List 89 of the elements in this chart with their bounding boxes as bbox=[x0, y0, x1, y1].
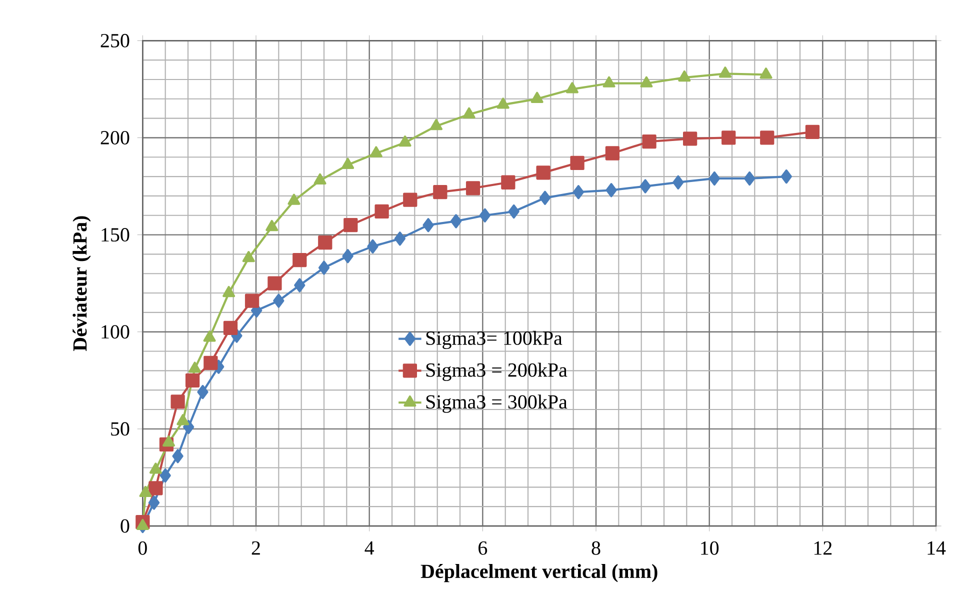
point bbox=[170, 394, 185, 409]
point bbox=[266, 220, 278, 232]
x-tick-label: 14 bbox=[928, 541, 946, 555]
x-tick-label: 8 bbox=[592, 541, 600, 555]
point bbox=[370, 146, 382, 158]
point bbox=[242, 251, 255, 262]
point bbox=[188, 362, 202, 373]
point bbox=[318, 260, 330, 275]
point bbox=[722, 130, 736, 145]
legend-label: Sigma3 = 200kPa bbox=[426, 362, 568, 381]
point bbox=[678, 70, 691, 82]
point bbox=[605, 146, 620, 160]
point bbox=[805, 124, 820, 139]
x-tick-label: 10 bbox=[701, 541, 719, 555]
point bbox=[318, 235, 332, 250]
point bbox=[780, 169, 792, 184]
point bbox=[148, 481, 163, 496]
point bbox=[642, 134, 656, 149]
legend-label: Sigma3 = 300kPa bbox=[426, 394, 568, 413]
point bbox=[314, 173, 326, 184]
point bbox=[292, 252, 307, 268]
point bbox=[640, 76, 653, 88]
point bbox=[672, 175, 684, 190]
x-tick-label: 0 bbox=[138, 541, 147, 555]
point bbox=[148, 496, 160, 510]
legend-label: Sigma3= 100kPa bbox=[426, 330, 562, 350]
y-tick-label: 100 bbox=[102, 325, 130, 339]
y-tick-label: 50 bbox=[111, 422, 130, 436]
point bbox=[496, 98, 510, 109]
point bbox=[572, 185, 584, 200]
point bbox=[197, 384, 208, 400]
point bbox=[508, 204, 520, 219]
y-tick-label: 250 bbox=[100, 34, 130, 48]
point bbox=[204, 356, 218, 370]
point bbox=[602, 76, 616, 88]
point bbox=[640, 179, 651, 194]
point bbox=[708, 171, 720, 186]
point bbox=[185, 373, 200, 388]
point bbox=[268, 276, 282, 290]
point bbox=[466, 181, 480, 196]
point bbox=[683, 132, 698, 146]
y-tick-label: 150 bbox=[102, 228, 130, 242]
point bbox=[294, 278, 306, 292]
point bbox=[139, 486, 152, 498]
point bbox=[566, 82, 578, 94]
point bbox=[288, 194, 300, 205]
point bbox=[342, 158, 354, 169]
point bbox=[176, 414, 190, 426]
x-tick-label: 12 bbox=[814, 541, 832, 555]
point bbox=[203, 330, 216, 342]
y-tick-label: 0 bbox=[120, 519, 130, 533]
point bbox=[344, 218, 358, 232]
point bbox=[539, 190, 551, 205]
point bbox=[222, 286, 236, 298]
point bbox=[403, 192, 418, 207]
point bbox=[223, 320, 238, 336]
point bbox=[744, 171, 756, 186]
point bbox=[422, 218, 434, 232]
point bbox=[433, 185, 448, 200]
point bbox=[374, 204, 389, 219]
x-tick-label: 4 bbox=[364, 541, 374, 555]
point bbox=[479, 208, 491, 222]
y-axis-title: Déviateur (kPa) bbox=[72, 216, 91, 351]
point bbox=[570, 156, 584, 170]
point bbox=[162, 435, 176, 447]
point bbox=[606, 183, 617, 198]
point bbox=[136, 518, 149, 530]
point bbox=[718, 66, 732, 78]
point bbox=[273, 294, 284, 308]
point bbox=[760, 68, 772, 79]
point bbox=[394, 232, 406, 246]
point bbox=[530, 92, 544, 103]
point bbox=[501, 175, 516, 190]
point bbox=[430, 119, 442, 130]
point bbox=[342, 249, 354, 264]
x-axis-title: Déplacelment vertical (mm) bbox=[420, 564, 658, 582]
x-tick-label: 6 bbox=[478, 541, 488, 555]
point bbox=[172, 449, 184, 464]
point bbox=[160, 468, 171, 483]
point bbox=[367, 239, 378, 254]
point bbox=[244, 294, 260, 308]
x-tick-label: 2 bbox=[252, 541, 260, 555]
y-tick-label: 200 bbox=[100, 130, 130, 144]
point bbox=[536, 166, 550, 180]
point bbox=[462, 107, 476, 118]
point bbox=[149, 462, 162, 474]
point bbox=[760, 130, 774, 145]
point bbox=[398, 136, 412, 147]
point bbox=[450, 214, 462, 228]
